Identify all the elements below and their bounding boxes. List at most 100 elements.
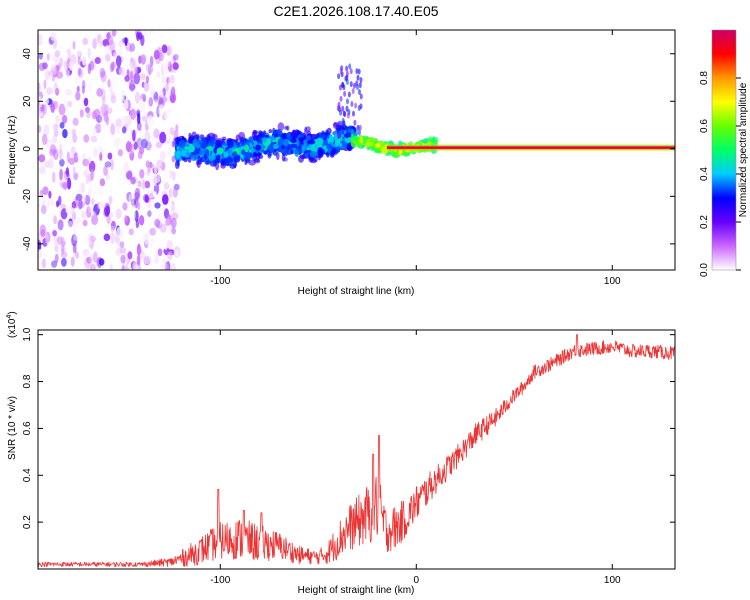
spectrogram-cell	[63, 98, 68, 109]
colorbar-ticks: 0.0 0.2 0.4 0.6 0.8	[699, 71, 741, 277]
spectrogram-cell	[136, 254, 141, 266]
spectrogram-cell	[173, 54, 179, 61]
spectrogram-cell	[76, 85, 80, 93]
snr-y-axis: 0.2 0.4 0.6 0.8 1.0	[22, 327, 675, 529]
spectrogram-cell	[77, 68, 84, 78]
spectrogram-cell	[270, 141, 274, 149]
spectrogram-cell	[315, 137, 324, 146]
spectrogram-cell	[375, 143, 381, 148]
spectrogram-stable-band	[386, 147, 675, 149]
spectrogram-cell	[147, 161, 151, 173]
spectrogram-cell	[129, 70, 134, 82]
spectrogram-cell	[276, 152, 280, 160]
spectrogram-cell	[167, 251, 173, 260]
snr-y-tick-label: 0.4	[22, 468, 33, 482]
spectrogram-cell	[59, 148, 63, 161]
spectrogram-cell	[47, 158, 54, 170]
spectrogram-cell	[40, 36, 48, 44]
spectrogram-cell	[75, 193, 83, 201]
spectrogram-cell	[349, 81, 353, 88]
spectrogram-cell	[65, 69, 70, 78]
spectrogram-cell	[153, 163, 158, 175]
spectrogram-cell	[50, 144, 57, 155]
spectrogram-cell	[72, 166, 76, 175]
spectrogram-cell	[346, 131, 350, 138]
spectrogram-cell	[132, 211, 137, 219]
spectrogram-cell	[161, 259, 168, 270]
spectrogram-cell	[273, 143, 279, 150]
spectrogram-cell	[227, 139, 234, 149]
spectrogram-cell	[121, 126, 127, 134]
spectrogram-cell	[354, 102, 358, 109]
spectrogram-cell	[101, 96, 106, 106]
spectrogram-cell	[140, 54, 147, 65]
spectrogram-cell	[332, 122, 338, 129]
spectrogram-cell	[94, 123, 102, 134]
figure-title: C2E1.2026.108.17.40.E05	[273, 3, 438, 19]
spectrogram-cell	[167, 61, 172, 72]
spectrogram-cell	[38, 154, 46, 163]
spectrogram-cell	[161, 44, 168, 54]
spectrogram-cell	[149, 55, 154, 67]
spectrogram-cell	[84, 194, 91, 206]
spectrogram-cell	[163, 182, 170, 190]
spectrogram-cell	[169, 75, 175, 84]
snr-frame	[37, 329, 676, 570]
spectrogram-cell	[44, 161, 50, 168]
spectrogram-cell	[92, 38, 97, 50]
spectrogram-cell	[82, 37, 88, 46]
spectrogram-cell	[284, 125, 289, 130]
spectrogram-cell	[223, 151, 229, 158]
spectrogram-cell	[71, 239, 78, 247]
spectrogram-cell	[164, 263, 169, 270]
spectrogram-cell	[47, 199, 51, 208]
spectrogram-cell	[334, 142, 343, 148]
spectrogram-cell	[290, 148, 294, 155]
spectrogram-cell	[77, 56, 81, 65]
spectrogram-cell	[171, 227, 177, 235]
spectrogram-cell	[87, 47, 91, 59]
spectrogram-cell	[162, 63, 170, 75]
spectrogram-cell	[102, 58, 107, 66]
spectrogram-cell	[244, 144, 250, 153]
spectrogram-cell	[77, 45, 82, 57]
spectrogram-cell	[83, 169, 90, 178]
spectrogram-cell	[99, 178, 106, 187]
spectrogram-cell	[133, 72, 141, 85]
spectrogram-cell	[82, 80, 86, 89]
spectrogram-cell	[63, 51, 68, 62]
snr-y-tick-label: 0.6	[22, 421, 33, 435]
spectrogram-cell	[103, 165, 108, 176]
spectrogram-cell	[166, 120, 171, 129]
spectrogram-cell	[43, 89, 49, 99]
spectrogram-cell	[83, 97, 89, 107]
colorbar-tick-label: 0.8	[699, 71, 710, 85]
spectrogram-cell	[281, 145, 286, 150]
spectrogram-cell	[67, 177, 72, 190]
spectrogram-cell	[86, 237, 92, 246]
spectrogram-cell	[96, 145, 104, 155]
spectrogram-frame	[37, 29, 676, 271]
snr-scale-prefix: (x10	[7, 318, 18, 338]
colorbar: 0.0 0.2 0.4 0.6 0.8 Normalized spectral ampl…	[699, 29, 749, 277]
spectrogram-cell	[53, 81, 58, 94]
spectrogram-cell	[59, 122, 65, 129]
spectrogram-cell	[61, 114, 68, 124]
spectrogram-cell	[133, 264, 139, 270]
spectrogram-cell	[97, 161, 102, 171]
spectrogram-cell	[116, 227, 122, 238]
spectrogram-cell	[118, 67, 125, 76]
spectrogram-cell	[38, 125, 42, 133]
spectrogram-cell	[76, 216, 82, 225]
spectrogram-cell	[68, 60, 74, 71]
spectrogram-cell	[104, 44, 110, 56]
spectrogram-cell	[341, 105, 345, 112]
spectrogram-cell	[348, 63, 352, 70]
spectrogram-cell	[137, 247, 142, 254]
spectrogram-cell	[156, 71, 161, 78]
spectrogram-x-label: Height of straight line (km)	[298, 286, 415, 297]
spectrogram-cell	[149, 227, 156, 236]
spectrogram-cell	[90, 135, 98, 143]
spectrogram-cell	[136, 120, 142, 132]
spectrogram-cell	[99, 67, 106, 78]
